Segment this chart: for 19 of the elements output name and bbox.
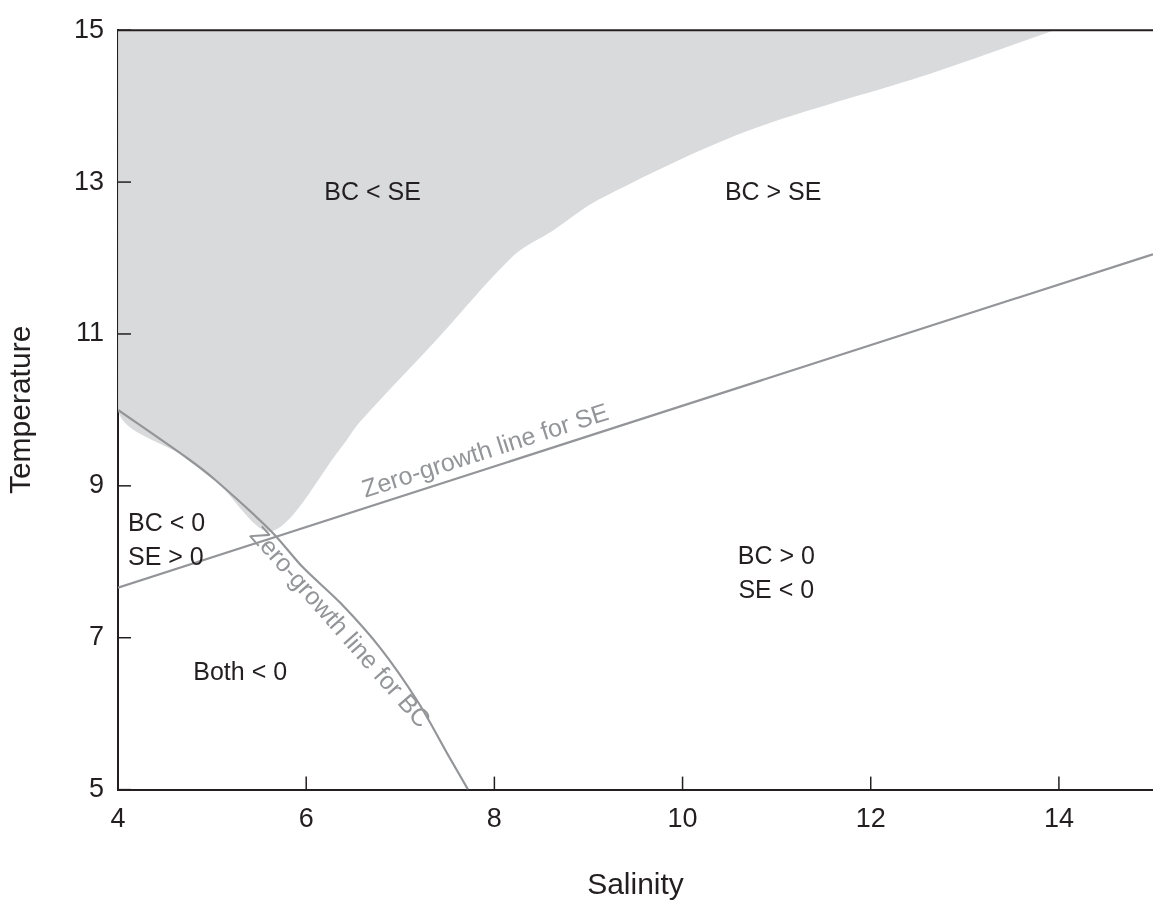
x-tick-label: 8 bbox=[486, 803, 502, 834]
y-tick-label: 7 bbox=[89, 621, 105, 652]
x-tick-label: 14 bbox=[1043, 803, 1074, 834]
y-tick-label: 9 bbox=[89, 469, 105, 500]
annotation: BC > 0 SE < 0 bbox=[737, 541, 815, 604]
annotation: BC > SE bbox=[724, 177, 822, 206]
x-tick-label: 10 bbox=[667, 803, 698, 834]
y-axis-title: Temperature bbox=[3, 325, 37, 495]
y-tick-label: 15 bbox=[73, 13, 105, 44]
annotation: BC < 0 SE > 0 bbox=[128, 507, 206, 570]
annotation: BC < SE bbox=[324, 177, 421, 206]
y-tick-label: 5 bbox=[89, 773, 105, 804]
y-tick-label: 11 bbox=[76, 317, 105, 348]
x-axis-title: Salinity bbox=[587, 867, 684, 901]
x-tick-label: 12 bbox=[855, 803, 886, 834]
annotation: Both < 0 bbox=[193, 656, 288, 685]
x-tick-label: 6 bbox=[298, 803, 314, 834]
x-tick-label: 4 bbox=[110, 803, 126, 834]
y-tick-label: 13 bbox=[73, 165, 105, 196]
